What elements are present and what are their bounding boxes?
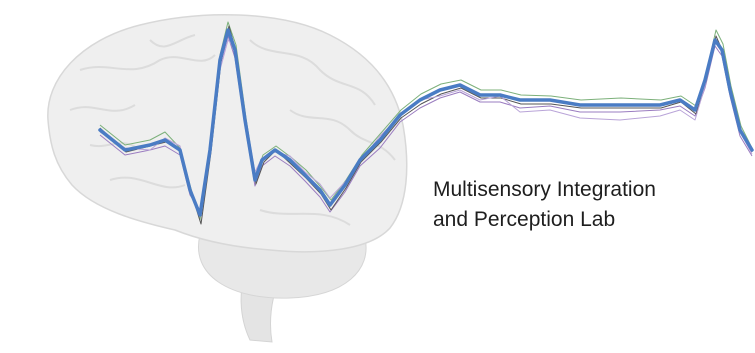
brain-wave-graphic bbox=[0, 0, 755, 353]
lab-name-line: Multisensory Integration bbox=[433, 178, 656, 202]
logo: Multisensory Integration and Perception … bbox=[0, 0, 755, 353]
lab-name-line: and Perception Lab bbox=[433, 208, 615, 232]
